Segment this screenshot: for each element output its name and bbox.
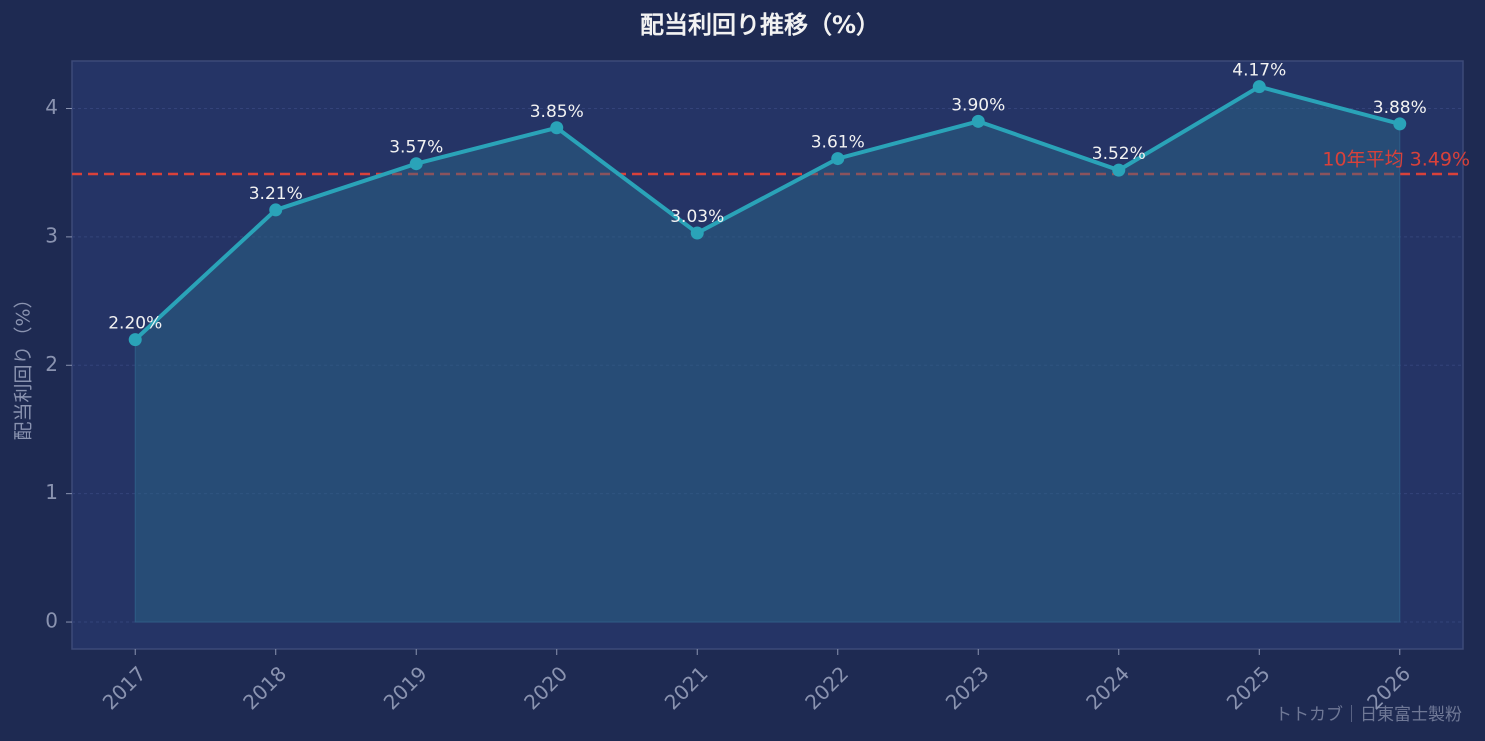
data-label: 3.03%: [670, 207, 724, 227]
x-tick-label: 2022: [800, 661, 853, 714]
chart-title: 配当利回り推移（%）: [640, 11, 880, 39]
data-label: 3.21%: [249, 184, 303, 204]
data-label: 3.88%: [1373, 98, 1427, 118]
data-label: 3.52%: [1092, 144, 1146, 164]
point: [128, 333, 142, 347]
point: [831, 152, 845, 166]
data-label: 4.17%: [1232, 61, 1286, 81]
point: [269, 203, 283, 217]
watermark: トトカブ｜日東富士製粉: [1275, 704, 1462, 725]
point: [1393, 117, 1407, 131]
data-label: 2.20%: [108, 314, 162, 334]
line: [133, 84, 1401, 342]
x-tick-label: 2025: [1222, 661, 1275, 714]
data-label: 3.61%: [811, 133, 865, 153]
y-tick-label: 3: [45, 223, 58, 247]
point: [550, 121, 564, 135]
x-tick-label: 2024: [1081, 661, 1134, 714]
average-label: 10年平均 3.49%: [1322, 148, 1470, 170]
x-tick-label: 2018: [238, 661, 291, 714]
x-tick-label: 2021: [660, 661, 713, 714]
x-tick-label: 2019: [379, 661, 432, 714]
y-tick-label: 4: [45, 95, 58, 119]
y-tick-label: 0: [45, 609, 58, 633]
data-label: 3.90%: [951, 95, 1005, 115]
y-axis-label: 配当利回り（%）: [13, 289, 35, 440]
plot-area: [71, 60, 1464, 650]
y-tick-label: 1: [45, 480, 58, 504]
data-label: 3.85%: [530, 102, 584, 122]
x-tick-label: 2017: [98, 661, 151, 714]
point: [1112, 163, 1126, 177]
y-tick-label: 2: [45, 352, 58, 376]
x-tick-label: 2023: [941, 661, 994, 714]
point: [690, 226, 704, 240]
data-label: 3.57%: [389, 138, 443, 158]
point: [971, 114, 985, 128]
x-tick-label: 2020: [519, 661, 572, 714]
point: [1252, 80, 1266, 94]
point: [409, 157, 423, 171]
